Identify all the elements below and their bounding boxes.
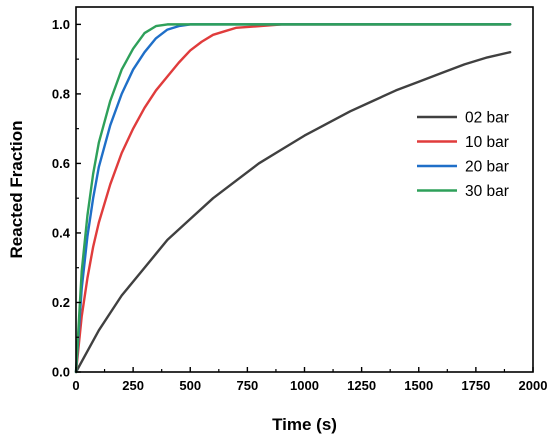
y-tick-label: 0.4 — [52, 225, 71, 240]
x-tick-label: 1750 — [461, 378, 490, 393]
legend-label-2: 10 bar — [465, 134, 509, 151]
legend: 02 bar 10 bar 20 bar 30 bar — [417, 110, 509, 200]
x-axis-title: Time (s) — [272, 415, 337, 434]
legend-label-3: 20 bar — [465, 159, 509, 176]
x-tick-label: 1500 — [404, 378, 433, 393]
y-tick-label: 1.0 — [52, 17, 70, 32]
series-layer — [74, 23, 512, 374]
series-line-4 — [74, 23, 512, 374]
legend-label-4: 30 bar — [465, 183, 509, 200]
series-line-1 — [74, 50, 512, 374]
x-tick-label: 1250 — [347, 378, 376, 393]
x-tick-label: 0 — [72, 378, 79, 393]
x-tick-label: 1000 — [290, 378, 319, 393]
y-tick-label: 0.2 — [52, 295, 70, 310]
series-line-2 — [74, 23, 512, 374]
y-axis-title: Reacted Fraction — [7, 121, 26, 259]
x-tick-label: 250 — [122, 378, 144, 393]
legend-label-1: 02 bar — [465, 110, 509, 127]
y-tick-label: 0.6 — [52, 156, 70, 171]
y-tick-label: 0.0 — [52, 365, 70, 380]
x-tick-label: 500 — [179, 378, 201, 393]
x-tick-label: 750 — [237, 378, 259, 393]
ticks-layer: 0 250 500 750 1000 1250 1500 1750 2000 0.0 0.2 0.4 0… — [52, 17, 548, 393]
x-tick-label: 2000 — [519, 378, 548, 393]
series-line-3 — [74, 23, 512, 374]
y-tick-label: 0.8 — [52, 86, 70, 101]
